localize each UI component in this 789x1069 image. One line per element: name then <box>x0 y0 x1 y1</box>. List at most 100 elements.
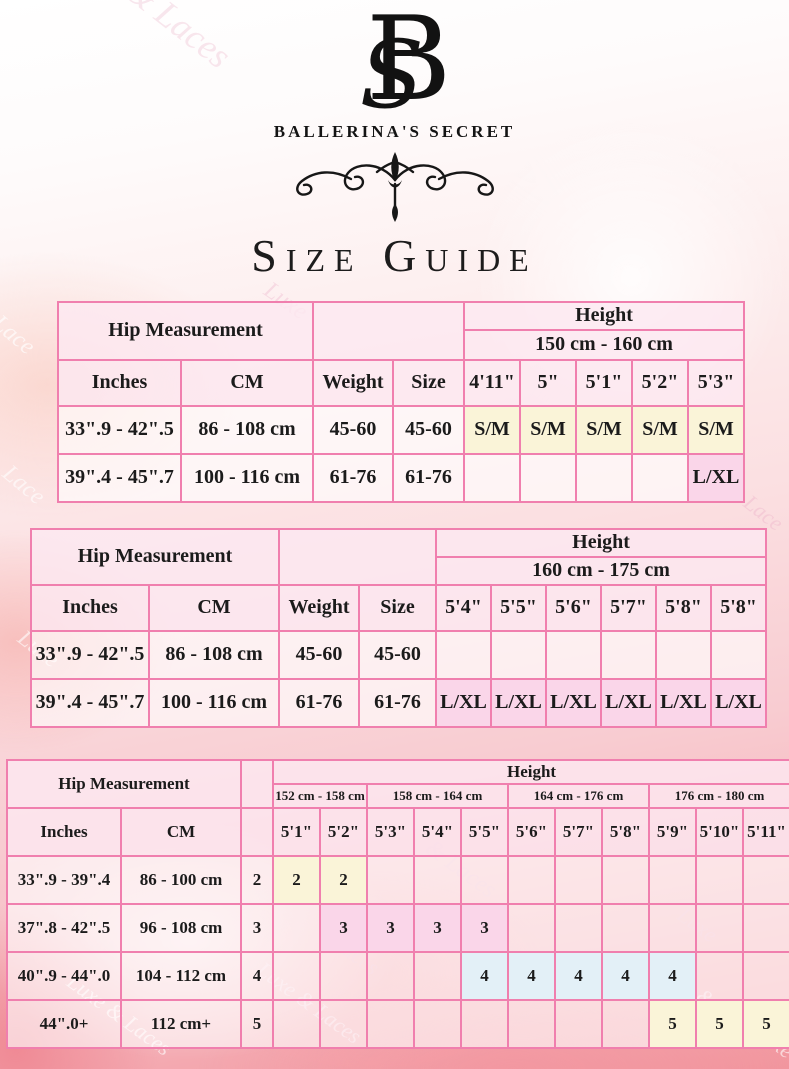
size-match-cell <box>366 854 416 905</box>
size-match-cell: 4 <box>554 950 604 1001</box>
table-row: 33".9 - 42".5 86 - 108 cm 45-60 45-60 <box>30 629 768 680</box>
size-cell: 45-60 <box>392 404 466 455</box>
height-col-header: 5'8" <box>655 583 713 632</box>
height-col-header: 5'1" <box>272 806 322 857</box>
size-match-cell <box>742 854 789 905</box>
size-match-cell <box>600 629 658 680</box>
size-match-cell: S/M <box>519 404 578 455</box>
blank-header-cell <box>240 806 275 857</box>
hip-cm-cell: 86 - 100 cm <box>119 854 243 905</box>
hip-inches-cell: 37".8 - 42".5 <box>6 902 122 953</box>
height-col-header: 5'3" <box>687 358 746 407</box>
size-match-cell: 3 <box>460 902 510 953</box>
size-match-cell <box>655 629 713 680</box>
table-row: 33".9 - 42".5 86 - 108 cm 45-60 45-60 S/… <box>57 404 746 455</box>
size-match-cell: 3 <box>413 902 463 953</box>
ornament-flourish-icon <box>0 150 789 229</box>
size-cell: 45-60 <box>358 629 438 680</box>
height-col-header: 5'10" <box>695 806 745 857</box>
size-match-cell: 4 <box>507 950 557 1001</box>
monogram-letter-s: S <box>359 21 425 130</box>
size-match-cell <box>631 452 690 503</box>
size-match-cell <box>648 902 698 953</box>
size-match-cell: 5 <box>648 998 698 1049</box>
table-row: 39".4 - 45".7 100 - 116 cm 61-76 61-76 L… <box>30 677 768 728</box>
page-title: Size Guide <box>251 230 538 281</box>
size-cell: 61-76 <box>358 677 438 728</box>
size-cell: 5 <box>240 998 275 1049</box>
size-match-cell <box>545 629 603 680</box>
monogram-letter-b: B <box>366 0 452 127</box>
size-cell: 3 <box>240 902 275 953</box>
height-col-header: 5'5" <box>490 583 548 632</box>
hip-inches-cell: 39".4 - 45".7 <box>30 677 150 728</box>
size-match-cell <box>554 854 604 905</box>
size-match-cell <box>319 950 369 1001</box>
table-row: 40".9 - 44".0 104 - 112 cm 4 4 4 4 4 4 <box>6 950 789 1001</box>
size-match-cell: L/XL <box>687 452 746 503</box>
size-match-cell <box>272 950 322 1001</box>
weight-cell: 61-76 <box>278 677 361 728</box>
weight-cell: 45-60 <box>278 629 361 680</box>
height-col-header: 5'8" <box>601 806 651 857</box>
table-row: 152 cm - 158 cm 158 cm - 164 cm 164 cm -… <box>7 782 789 809</box>
size-match-cell: L/XL <box>545 677 603 728</box>
height-col-header: 5'6" <box>545 583 603 632</box>
height-col-header: 5'2" <box>631 358 690 407</box>
size-match-cell <box>272 902 322 953</box>
size-match-cell <box>435 629 493 680</box>
size-match-cell <box>507 902 557 953</box>
size-match-cell <box>695 854 745 905</box>
table-row: 39".4 - 45".7 100 - 116 cm 61-76 61-76 L… <box>57 452 746 503</box>
watermark-text: Lace <box>0 460 50 511</box>
size-match-cell <box>463 452 522 503</box>
hip-cm-cell: 96 - 108 cm <box>119 902 243 953</box>
size-match-cell <box>695 950 745 1001</box>
height-col-header: 5'4" <box>435 583 493 632</box>
col-header-inches: Inches <box>57 358 182 407</box>
size-match-cell: S/M <box>687 404 746 455</box>
height-col-header: 5'8" <box>710 583 768 632</box>
size-match-cell <box>413 998 463 1049</box>
size-match-cell: L/XL <box>435 677 493 728</box>
size-match-cell <box>575 452 634 503</box>
size-match-cell: 3 <box>319 902 369 953</box>
table-row: 33".9 - 39".4 86 - 100 cm 2 2 2 <box>6 854 789 905</box>
size-match-cell: 2 <box>272 854 322 905</box>
hip-cm-cell: 100 - 116 cm <box>147 677 281 728</box>
table-row: Inches CM 5'1" 5'2" 5'3" 5'4" 5'5" 5'6" … <box>6 806 789 857</box>
size-match-cell <box>648 854 698 905</box>
hip-inches-cell: 40".9 - 44".0 <box>6 950 122 1001</box>
hip-cm-cell: 100 - 116 cm <box>179 452 315 503</box>
height-col-header: 5'5" <box>460 806 510 857</box>
size-match-cell: 4 <box>648 950 698 1001</box>
size-match-cell: L/XL <box>655 677 713 728</box>
height-col-header: 5'7" <box>600 583 658 632</box>
height-group-header: 176 cm - 180 cm <box>648 782 789 809</box>
size-match-cell <box>695 902 745 953</box>
table-row: Inches CM Weight Size 5'4" 5'5" 5'6" 5'7… <box>30 583 768 632</box>
hip-measurement-header: Hip Measurement <box>29 527 281 586</box>
size-match-cell <box>366 998 416 1049</box>
size-match-cell: L/XL <box>600 677 658 728</box>
brand-name: BALLERINA'S SECRET <box>273 122 516 141</box>
height-col-header: 5'2" <box>319 806 369 857</box>
col-header-cm: CM <box>179 358 315 407</box>
blank-header-cell <box>278 527 438 586</box>
size-match-cell <box>490 629 548 680</box>
size-match-cell: L/XL <box>710 677 768 728</box>
hip-measurement-header: Hip Measurement <box>5 758 243 809</box>
col-header-cm: CM <box>119 806 243 857</box>
size-cell: 2 <box>240 854 275 905</box>
size-match-cell: 4 <box>601 950 651 1001</box>
hip-cm-cell: 86 - 108 cm <box>179 404 315 455</box>
col-header-weight: Weight <box>312 358 395 407</box>
height-header: Height <box>272 758 789 785</box>
table-row: Hip Measurement Height <box>5 758 789 809</box>
table-row: 150 cm - 160 cm <box>58 328 746 361</box>
col-header-size: Size <box>392 358 466 407</box>
size-match-cell <box>413 854 463 905</box>
size-match-cell: 3 <box>366 902 416 953</box>
hip-cm-cell: 104 - 112 cm <box>119 950 243 1001</box>
